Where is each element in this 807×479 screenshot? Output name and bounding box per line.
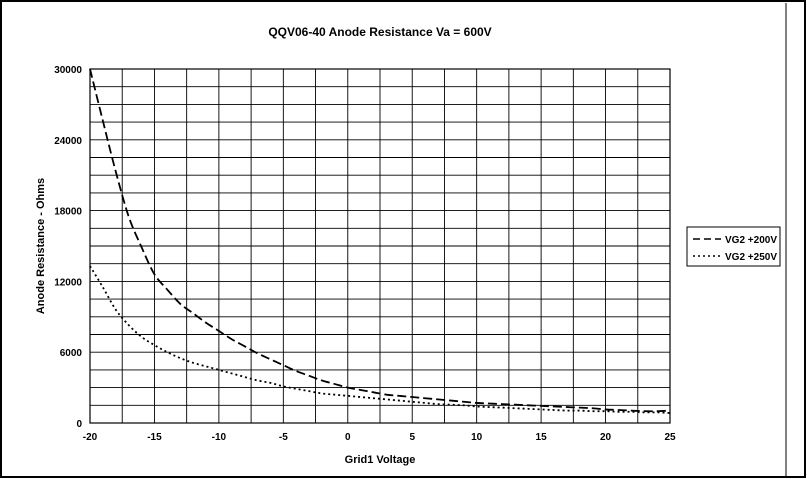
- x-tick-label: 5: [409, 432, 415, 443]
- y-tick-label: 0: [76, 419, 82, 430]
- x-tick-label: 20: [600, 432, 612, 443]
- x-axis-title: Grid1 Voltage: [345, 454, 416, 466]
- series-line-vg2-250v: [89, 265, 671, 414]
- x-tick-label: 10: [471, 432, 483, 443]
- y-tick-label: 12000: [54, 277, 82, 288]
- chart-title: QQV06-40 Anode Resistance Va = 600V: [268, 25, 491, 39]
- x-tick-label: 0: [345, 432, 351, 443]
- y-axis-title: Anode Resistance - Ohms: [35, 178, 47, 314]
- legend: VG2 +200V VG2 +250V: [686, 226, 781, 267]
- legend-label-vg2-200v: VG2 +200V: [725, 235, 777, 246]
- x-tick-label: 15: [536, 432, 548, 443]
- tick-labels: -20 -15 -10 -5 0 5 10 15 20 25 0 6000 12000 18000 2400…: [54, 65, 676, 443]
- series-line-vg2-200v: [89, 68, 671, 413]
- x-tick-label: -15: [147, 432, 162, 443]
- y-tick-label: 18000: [54, 207, 82, 218]
- x-tick-label: -10: [212, 432, 227, 443]
- y-tick-label: 30000: [54, 65, 82, 76]
- x-tick-label: -20: [83, 432, 98, 443]
- x-tick-label: 25: [664, 432, 676, 443]
- plot-area-border: [89, 68, 671, 424]
- legend-label-vg2-250v: VG2 +250V: [725, 252, 777, 263]
- y-tick-label: 6000: [60, 348, 83, 359]
- x-tick-label: -5: [279, 432, 288, 443]
- y-tick-label: 24000: [54, 136, 82, 147]
- grid: [89, 68, 671, 424]
- series: [89, 68, 671, 414]
- legend-box: [686, 226, 781, 267]
